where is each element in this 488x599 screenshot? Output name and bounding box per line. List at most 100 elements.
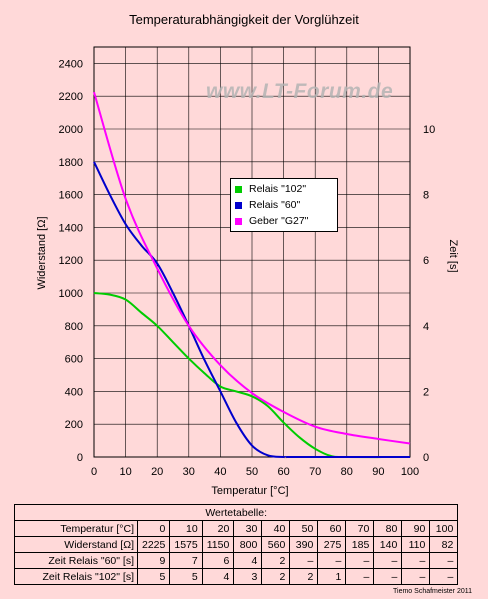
table-cell: 7 bbox=[169, 552, 203, 569]
table-cell: 560 bbox=[261, 536, 291, 553]
legend-entry: Geber "G27" bbox=[235, 213, 333, 229]
x-tick-label: 60 bbox=[277, 466, 289, 478]
legend-entry: Relais "60" bbox=[235, 197, 333, 213]
table-cell: 1150 bbox=[201, 536, 235, 553]
legend-swatch bbox=[235, 217, 242, 225]
table-row-label: Zeit Relais "60" [s] bbox=[14, 552, 138, 569]
x-tick-label: 20 bbox=[151, 466, 163, 478]
table-cell: 80 bbox=[373, 520, 403, 537]
y-tick-label: 2000 bbox=[59, 124, 83, 136]
y-tick-label: 800 bbox=[65, 321, 83, 333]
y-tick-label: 200 bbox=[65, 419, 83, 431]
table-cell: 4 bbox=[201, 568, 235, 585]
y-tick-label: 1600 bbox=[59, 190, 83, 202]
legend: Relais "102" Relais "60" Geber "G27" bbox=[230, 178, 338, 232]
table-cell: – bbox=[289, 552, 319, 569]
table-row-label: Widerstand [Ω] bbox=[14, 536, 138, 553]
y2-tick-label: 2 bbox=[423, 386, 429, 398]
x-axis-label: Temperatur [°C] bbox=[211, 485, 288, 497]
values-table: Wertetabelle: Temperatur [°C] 0 10 20 30 40 50… bbox=[13, 504, 459, 585]
table-cell: – bbox=[429, 552, 459, 569]
table-row-label: Temperatur [°C] bbox=[14, 520, 138, 537]
table-cell: 20 bbox=[201, 520, 235, 537]
legend-swatch bbox=[235, 201, 242, 209]
table-cell: 60 bbox=[317, 520, 347, 537]
table-cell: 2 bbox=[261, 568, 291, 585]
table-row: Temperatur [°C] 0 10 20 30 40 50 60 70 80 90 100 bbox=[14, 520, 459, 537]
legend-label: Relais "102" bbox=[249, 183, 307, 195]
table-cell: 1575 bbox=[169, 536, 203, 553]
table-cell: 90 bbox=[401, 520, 431, 537]
y2-axis-ticks: 0 2 4 6 8 10 bbox=[423, 124, 435, 464]
table-cell: 5 bbox=[136, 568, 171, 585]
table-cell: 5 bbox=[169, 568, 203, 585]
legend-entry: Relais "102" bbox=[235, 181, 333, 197]
legend-label: Relais "60" bbox=[249, 199, 301, 211]
table-cell: – bbox=[345, 568, 375, 585]
y-tick-label: 2200 bbox=[59, 91, 83, 103]
table-cell: 82 bbox=[429, 536, 459, 553]
table-cell: – bbox=[429, 568, 459, 585]
legend-label: Geber "G27" bbox=[249, 215, 309, 227]
table-cell: 1 bbox=[317, 568, 347, 585]
table-cell: – bbox=[401, 568, 431, 585]
y2-axis-label: Zeit [s] bbox=[447, 239, 459, 272]
y-tick-label: 1000 bbox=[59, 288, 83, 300]
x-tick-label: 70 bbox=[309, 466, 321, 478]
table-cell: 10 bbox=[169, 520, 203, 537]
y-tick-label: 1800 bbox=[59, 157, 83, 169]
table-row-label: Zeit Relais "102" [s] bbox=[14, 568, 138, 585]
y-tick-label: 600 bbox=[65, 354, 83, 366]
chart-title: Temperaturabhängigkeit der Vorglühzeit bbox=[129, 12, 359, 27]
table-cell: 50 bbox=[289, 520, 319, 537]
y-axis-ticks: 0 200 400 600 800 1000 1200 1400 1600 1800 2000 220… bbox=[59, 58, 83, 464]
table-cell: 3 bbox=[233, 568, 263, 585]
table-cell: 2 bbox=[289, 568, 319, 585]
table-cell: 2225 bbox=[136, 536, 171, 553]
x-tick-label: 90 bbox=[372, 466, 384, 478]
table-cell: 9 bbox=[136, 552, 171, 569]
table-cell: 275 bbox=[317, 536, 347, 553]
table-cell: 185 bbox=[345, 536, 375, 553]
table-cell: 0 bbox=[136, 520, 171, 537]
table-cell: – bbox=[345, 552, 375, 569]
table-cell: 4 bbox=[233, 552, 263, 569]
y-axis-label: Widerstand [Ω] bbox=[36, 216, 48, 289]
table-cell: 100 bbox=[429, 520, 459, 537]
y-tick-label: 0 bbox=[77, 452, 83, 464]
watermark: www.LT-Forum.de bbox=[206, 80, 394, 103]
table-cell: – bbox=[401, 552, 431, 569]
y-tick-label: 1400 bbox=[59, 222, 83, 234]
credit-text: Tiemo Schafmeister 2011 bbox=[393, 588, 472, 595]
table-cell: 6 bbox=[201, 552, 235, 569]
y2-tick-label: 8 bbox=[423, 190, 429, 202]
table-cell: 800 bbox=[233, 536, 263, 553]
table-cell: 30 bbox=[233, 520, 263, 537]
legend-swatch bbox=[235, 185, 242, 193]
table-row: Zeit Relais "102" [s] 5 5 4 3 2 2 1– – – – bbox=[14, 568, 459, 585]
table-cell: – bbox=[373, 568, 403, 585]
table-cell: 140 bbox=[373, 536, 403, 553]
series-line-1 bbox=[93, 161, 410, 459]
x-axis-ticks: 0 10 20 30 40 50 60 70 80 90 100 bbox=[91, 466, 419, 478]
series-line-2 bbox=[93, 91, 411, 445]
series-line-0 bbox=[93, 292, 411, 459]
y-tick-label: 2400 bbox=[59, 58, 83, 70]
y2-tick-label: 10 bbox=[423, 124, 435, 136]
x-tick-label: 30 bbox=[183, 466, 195, 478]
y2-tick-label: 0 bbox=[423, 452, 429, 464]
chart-plot: 0200400600800100012001400160018002000220… bbox=[36, 46, 459, 497]
table-cell: 390 bbox=[289, 536, 319, 553]
series-lines bbox=[93, 91, 411, 459]
x-tick-label: 50 bbox=[246, 466, 258, 478]
y2-tick-label: 4 bbox=[423, 321, 429, 333]
table-cell: – bbox=[317, 552, 347, 569]
x-tick-label: 100 bbox=[401, 466, 419, 478]
y-tick-label: 400 bbox=[65, 386, 83, 398]
y2-tick-label: 6 bbox=[423, 255, 429, 267]
x-tick-label: 10 bbox=[119, 466, 131, 478]
table-cell: 40 bbox=[261, 520, 291, 537]
x-tick-label: 40 bbox=[214, 466, 226, 478]
table-cell: 2 bbox=[261, 552, 291, 569]
table-cell: – bbox=[373, 552, 403, 569]
